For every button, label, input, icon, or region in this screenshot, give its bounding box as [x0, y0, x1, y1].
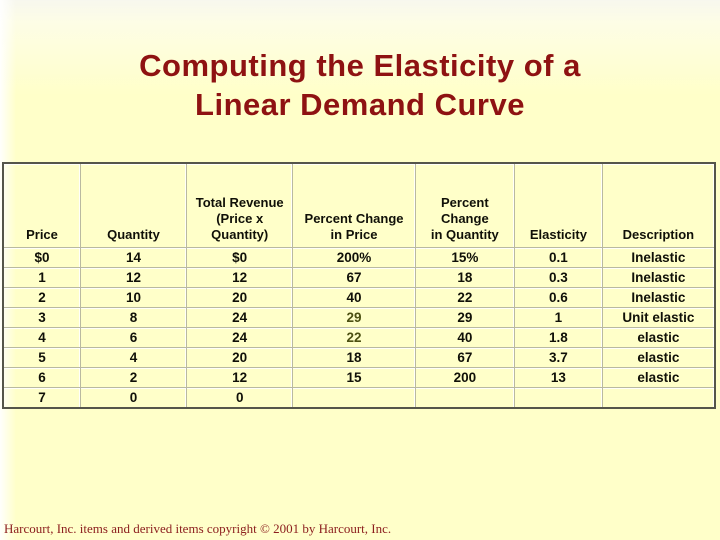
table-cell: 0.1: [515, 248, 603, 268]
table-cell: 0.6: [515, 288, 603, 308]
table-cell: 2: [81, 368, 187, 388]
slide-title: Computing the Elasticity of a Linear Dem…: [0, 46, 720, 124]
column-header-percent-change-in-quantity: Percent Change in Quantity: [415, 164, 516, 248]
table-cell: 0: [187, 388, 294, 407]
table-header-row: Price Quantity Total Revenue (Price x Quan…: [4, 164, 714, 248]
column-header-description: Description: [602, 164, 714, 248]
table-cell: Unit elastic: [602, 308, 714, 328]
table-row: 3 8 24 29 29 1 Unit elastic: [4, 308, 714, 328]
slide-title-line-2: Linear Demand Curve: [195, 87, 525, 122]
table-cell: 2: [4, 288, 82, 308]
column-header-quantity: Quantity: [81, 164, 187, 248]
table-cell: [293, 388, 416, 407]
table-cell: elastic: [602, 368, 714, 388]
table-cell: Inelastic: [602, 268, 714, 288]
table-cell: $0: [186, 248, 294, 268]
table-cell: 12: [81, 268, 187, 288]
table-cell: 40: [293, 288, 416, 308]
table-cell: 3.7: [515, 348, 603, 368]
table-cell: 200%: [293, 248, 416, 268]
table-cell: 6: [4, 368, 82, 388]
table-cell: 40: [415, 328, 516, 348]
elasticity-table: Price Quantity Total Revenue (Price x Quan…: [2, 162, 716, 409]
table-cell: 24: [186, 328, 294, 348]
table-cell: 29: [415, 308, 516, 328]
table-cell: 18: [415, 268, 516, 288]
table-cell: 1.8: [515, 328, 603, 348]
table-row: 5 4 20 18 67 3.7 elastic: [4, 348, 714, 368]
table-cell: [515, 388, 603, 407]
table-cell: 22: [293, 328, 416, 348]
column-header-elasticity: Elasticity: [515, 164, 603, 248]
table-cell: 15: [293, 368, 416, 388]
table-cell: elastic: [602, 328, 714, 348]
table-cell: $0: [4, 248, 82, 268]
copyright-footer: Harcourt, Inc. items and derived items c…: [4, 521, 392, 536]
table-row: 4 6 24 22 40 1.8 elastic: [4, 328, 714, 348]
table-cell: Inelastic: [602, 288, 714, 308]
slide-title-line-1: Computing the Elasticity of a: [139, 48, 581, 83]
table-cell: 0.3: [515, 268, 603, 288]
table-cell: 67: [415, 348, 516, 368]
table-cell: 10: [81, 288, 187, 308]
table-cell: 4: [4, 328, 82, 348]
table-cell: 13: [515, 368, 603, 388]
table-cell: 12: [186, 368, 294, 388]
table-cell: 4: [81, 348, 187, 368]
table-cell: 29: [293, 308, 416, 328]
table-cell: 12: [186, 268, 294, 288]
table-cell: 14: [81, 248, 187, 268]
table-cell: Inelastic: [602, 248, 714, 268]
table-cell: [603, 388, 714, 407]
table-cell: 200: [415, 368, 516, 388]
table-cell: elastic: [602, 348, 714, 368]
table-cell: 18: [293, 348, 416, 368]
table-cell: 0: [81, 388, 187, 407]
table-row: 6 2 12 15 200 13 elastic: [4, 368, 714, 388]
column-header-percent-change-in-price: Percent Change in Price: [293, 164, 416, 248]
table-cell: 3: [4, 308, 82, 328]
table-cell: 22: [415, 288, 516, 308]
table-cell: 7: [4, 388, 82, 407]
table-cell: 1: [515, 308, 603, 328]
column-header-total-revenue: Total Revenue (Price x Quantity): [186, 164, 294, 248]
table-row: $0 14 $0 200% 15% 0.1 Inelastic: [4, 248, 714, 268]
table-body: $0 14 $0 200% 15% 0.1 Inelastic 1 12 12 67 18 0.3 Ine…: [4, 248, 714, 407]
table-cell: [416, 388, 516, 407]
table-cell: 15%: [415, 248, 516, 268]
table-row: 1 12 12 67 18 0.3 Inelastic: [4, 268, 714, 288]
table-cell: 20: [186, 348, 294, 368]
table-cell: 1: [4, 268, 82, 288]
column-header-price: Price: [4, 164, 82, 248]
table-cell: 8: [81, 308, 187, 328]
table-row: 2 10 20 40 22 0.6 Inelastic: [4, 288, 714, 308]
table-cell: 6: [81, 328, 187, 348]
table-cell: 67: [293, 268, 416, 288]
table-cell: 20: [186, 288, 294, 308]
table-cell: 24: [186, 308, 294, 328]
table-cell: 5: [4, 348, 82, 368]
